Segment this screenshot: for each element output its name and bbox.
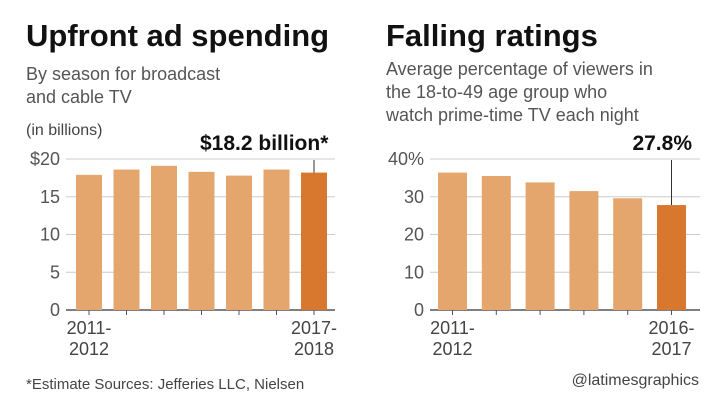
right-subtitle-line-2: the 18-to-49 age group who — [386, 82, 608, 102]
right-chart-subtitle: Average percentage of viewers in the 18-… — [386, 58, 653, 127]
credit-label: @latimesgraphics — [571, 372, 699, 389]
ratings-x-label: 2016- — [648, 318, 694, 338]
ratings-bar — [525, 182, 555, 310]
left-subtitle-line-2: and cable TV — [26, 87, 132, 107]
ratings-y-tick-label: 0 — [414, 300, 424, 320]
spending-y-tick-label: 0 — [50, 300, 60, 320]
footnote-sources: *Estimate Sources: Jefferies LLC, Nielse… — [26, 376, 305, 393]
ratings-y-tick-label: 20 — [404, 225, 424, 245]
spending-bar — [113, 169, 140, 310]
spending-bar — [263, 169, 290, 310]
ratings-annotation-label: 27.8% — [632, 132, 692, 155]
left-chart-title: Upfront ad spending — [26, 18, 330, 53]
spending-y-tick-label: 10 — [40, 225, 60, 245]
right-subtitle-line-3: watch prime-time TV each night — [386, 105, 639, 125]
spending-bar — [301, 172, 327, 310]
left-unit-label: (in billions) — [26, 122, 103, 139]
ratings-x-label: 2012 — [432, 339, 472, 359]
spending-bar — [76, 174, 102, 310]
spending-annotation-label: $18.2 billion* — [200, 132, 329, 155]
spending-bar — [188, 171, 215, 310]
spending-bar — [226, 175, 252, 310]
spending-x-label: 2018 — [294, 339, 334, 359]
ratings-bar — [569, 191, 599, 310]
spending-x-label: 2012 — [69, 339, 109, 359]
spending-bar — [151, 165, 177, 310]
spending-x-label: 2011- — [67, 318, 112, 338]
ratings-y-tick-label: 40% — [388, 149, 424, 169]
ratings-bar — [481, 175, 511, 310]
spending-y-tick-label: 5 — [50, 262, 60, 282]
ratings-x-label: 2017 — [651, 339, 691, 359]
right-subtitle-line-1: Average percentage of viewers in — [386, 59, 653, 79]
right-chart-title: Falling ratings — [386, 18, 598, 53]
ratings-bar — [657, 205, 686, 310]
left-chart-subtitle: By season for broadcast and cable TV — [26, 63, 220, 109]
spending-y-tick-label: 15 — [40, 187, 60, 207]
ratings-y-tick-label: 10 — [404, 262, 424, 282]
ratings-x-label: 2011- — [430, 318, 475, 338]
ratings-bar — [438, 172, 467, 310]
spending-x-label: 2017- — [291, 318, 337, 338]
ratings-bar — [613, 198, 643, 310]
spending-y-tick-label: $20 — [30, 149, 60, 169]
left-subtitle-line-1: By season for broadcast — [26, 64, 221, 84]
ratings-y-tick-label: 30 — [404, 187, 424, 207]
